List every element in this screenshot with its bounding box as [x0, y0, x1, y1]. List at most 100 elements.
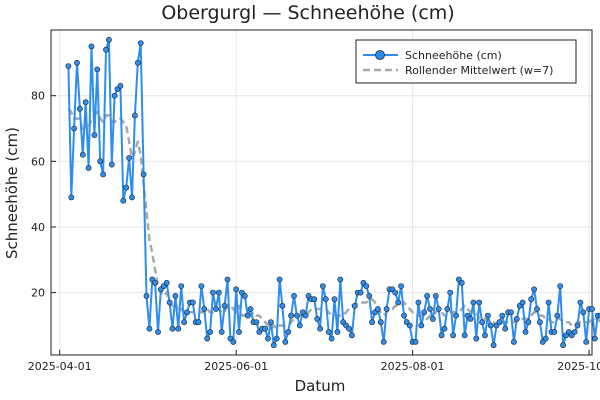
- data-point: [117, 82, 124, 89]
- data-point: [279, 302, 286, 309]
- data-point: [438, 332, 445, 339]
- data-point: [207, 329, 213, 335]
- legend-marker-series-1: [375, 50, 385, 60]
- data-point: [502, 325, 509, 332]
- data-point: [447, 289, 454, 296]
- y-tick-label: 40: [31, 221, 45, 234]
- data-point: [85, 164, 92, 171]
- data-point: [357, 289, 364, 296]
- data-point: [325, 329, 332, 335]
- data-point: [152, 279, 158, 286]
- data-point: [534, 306, 540, 312]
- x-tick-label: 2025-08-01: [381, 360, 445, 373]
- data-point: [77, 105, 83, 112]
- data-point: [97, 158, 104, 165]
- chart-title: Obergurgl — Schneehöhe (cm): [161, 2, 454, 24]
- data-point: [140, 171, 147, 178]
- data-point: [126, 155, 133, 161]
- data-point: [123, 184, 130, 191]
- data-point: [511, 338, 517, 345]
- data-point: [560, 342, 566, 349]
- data-point: [68, 194, 75, 201]
- data-point: [282, 338, 289, 345]
- data-point: [91, 132, 98, 138]
- legend: Schneehöhe (cm) Rollender Mittelwert (w=…: [355, 39, 577, 84]
- data-point: [221, 302, 228, 309]
- data-point: [198, 283, 205, 289]
- y-tick-label: 20: [31, 287, 45, 300]
- data-point: [531, 286, 537, 293]
- data-point: [537, 319, 543, 326]
- data-point: [513, 315, 520, 322]
- data-point: [435, 306, 442, 312]
- data-point: [169, 325, 176, 332]
- data-point: [366, 292, 373, 299]
- data-point: [210, 289, 216, 296]
- legend-label-series-1: Schneehöhe (cm): [405, 49, 502, 62]
- data-point: [557, 283, 564, 289]
- x-axis: 2025-04-01 2025-06-01 2025-08-01 2025-10-01: [28, 350, 600, 373]
- data-point: [106, 36, 112, 43]
- data-point: [175, 325, 182, 332]
- data-point: [380, 338, 387, 345]
- data-point: [215, 289, 222, 296]
- data-point: [406, 322, 413, 329]
- data-point: [143, 292, 150, 299]
- x-tick-label: 2025-10-01: [557, 360, 600, 373]
- data-point: [71, 125, 77, 132]
- data-point: [476, 299, 483, 306]
- data-point: [542, 335, 549, 342]
- x-tick-label: 2025-06-01: [204, 360, 268, 373]
- data-point: [424, 292, 430, 299]
- y-axis-label: Schneehöhe (cm): [3, 127, 21, 259]
- data-point: [293, 312, 300, 319]
- data-point: [218, 329, 225, 335]
- data-point: [583, 338, 590, 345]
- data-point: [580, 309, 587, 316]
- data-point: [461, 332, 468, 339]
- data-point: [108, 161, 115, 168]
- data-point: [458, 279, 465, 286]
- data-point: [589, 306, 595, 312]
- data-point: [317, 325, 323, 332]
- y-tick-label: 60: [31, 155, 45, 168]
- x-axis-label: Datum: [295, 377, 346, 395]
- data-point: [490, 342, 497, 349]
- data-point: [577, 299, 584, 306]
- data-point: [519, 299, 526, 306]
- data-point: [163, 279, 170, 286]
- data-point: [496, 319, 503, 326]
- data-point: [429, 315, 436, 322]
- data-point: [230, 338, 237, 345]
- data-point: [184, 309, 190, 316]
- data-point: [401, 312, 407, 319]
- y-axis: 20 40 60 80: [31, 90, 56, 300]
- data-point: [528, 296, 535, 303]
- data-point: [296, 322, 303, 329]
- data-point: [351, 302, 358, 309]
- data-point: [178, 283, 185, 289]
- data-point: [444, 306, 451, 312]
- data-point: [427, 306, 433, 312]
- data-point: [172, 292, 179, 299]
- data-point: [346, 325, 352, 332]
- data-point: [189, 299, 196, 306]
- data-point: [137, 40, 144, 46]
- data-point: [418, 322, 425, 329]
- data-point: [100, 171, 106, 178]
- data-point: [592, 335, 598, 342]
- data-point: [479, 319, 485, 326]
- data-point: [470, 299, 477, 306]
- data-point: [270, 342, 277, 349]
- data-point: [181, 319, 187, 326]
- data-point: [473, 335, 480, 342]
- data-point: [134, 59, 141, 66]
- x-tick-label: 2025-04-01: [28, 360, 92, 373]
- data-point: [273, 335, 280, 342]
- data-point: [155, 329, 161, 335]
- data-point: [337, 276, 344, 283]
- data-point: [265, 335, 271, 342]
- data-point: [94, 66, 101, 73]
- data-point: [212, 306, 219, 312]
